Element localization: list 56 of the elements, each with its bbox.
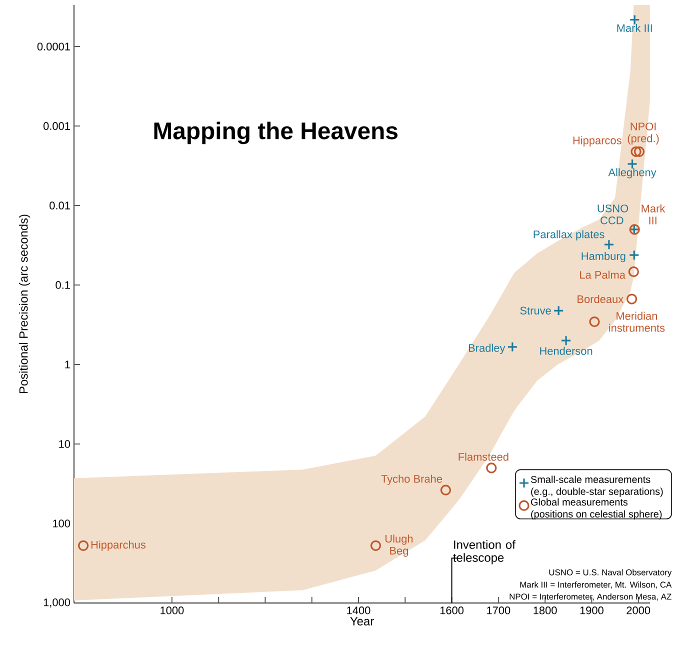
y-axis-title: Positional Precision (arc seconds) xyxy=(18,214,30,394)
annotation: Ulugh Beg xyxy=(385,534,413,557)
legend-label: Small-scale measurements (e.g., double-star separations) xyxy=(530,476,663,497)
annotation: La Palma xyxy=(580,270,626,279)
ref-line-label: Invention of telescope xyxy=(453,540,516,564)
annotation: Mark III xyxy=(642,204,666,224)
annotation: Bordeaux xyxy=(578,295,624,304)
annotation: Tycho Brahe xyxy=(381,474,442,485)
annotation: Allegheny xyxy=(608,168,656,178)
point xyxy=(440,484,452,496)
annotation: Mark III = Interferometer, Mt. Wilson, CA xyxy=(520,581,672,589)
annotation: USNO CCD xyxy=(598,204,628,224)
point xyxy=(628,250,640,260)
annotation: Mark III xyxy=(617,24,652,32)
x-axis-title: Year xyxy=(350,617,374,626)
annotation: Flamsteed xyxy=(458,452,508,461)
annotation: Struve xyxy=(520,306,551,315)
legend-label: Global measurements (positions on celestial sphere) xyxy=(531,498,662,520)
annotation: Meridian instruments xyxy=(609,312,665,332)
y-tick-label: 1,000 xyxy=(44,598,70,608)
y-tick-label: 0.0001 xyxy=(37,42,70,50)
annotation: Parallax plates xyxy=(534,230,604,240)
y-tick-label: 1 xyxy=(65,360,70,368)
annotation: NPOI = Interferometer, Anderson Mesa, AZ xyxy=(510,593,672,601)
point xyxy=(626,294,638,304)
annotation: NPOI (pred.) xyxy=(628,122,659,144)
y-tick-label: 0.01 xyxy=(50,202,70,210)
point xyxy=(507,342,518,352)
annotation: Hipparcos xyxy=(573,136,622,146)
y-tick-label: 0.1 xyxy=(56,281,70,289)
annotation: Hamburg xyxy=(582,252,626,262)
point xyxy=(560,335,572,346)
y-tick-label: 0.001 xyxy=(43,122,70,130)
x-tick-label: 1800 xyxy=(534,606,557,614)
x-tick-label: 1400 xyxy=(347,606,370,614)
annotation: USNO = U.S. Naval Observatory xyxy=(549,569,672,578)
point xyxy=(486,462,497,474)
point xyxy=(78,540,89,551)
point xyxy=(370,540,382,551)
point xyxy=(634,146,645,157)
x-tick-label: 1600 xyxy=(440,606,464,614)
point xyxy=(628,266,639,278)
annotation: Hipparchus xyxy=(91,540,146,551)
point xyxy=(630,146,642,157)
text: Mapping the Heavens xyxy=(154,122,398,144)
annotation: Henderson xyxy=(540,346,592,355)
point xyxy=(604,239,614,250)
annotation: Bradley xyxy=(468,344,506,354)
x-tick-label: 1900 xyxy=(580,606,604,614)
point xyxy=(589,316,600,328)
x-tick-label: 2000 xyxy=(626,606,650,614)
x-tick-label: 1000 xyxy=(160,606,184,614)
y-tick-label: 100 xyxy=(53,520,70,528)
point xyxy=(553,305,564,316)
y-tick-label: 10 xyxy=(59,440,70,448)
x-tick-label: 1700 xyxy=(487,606,510,614)
